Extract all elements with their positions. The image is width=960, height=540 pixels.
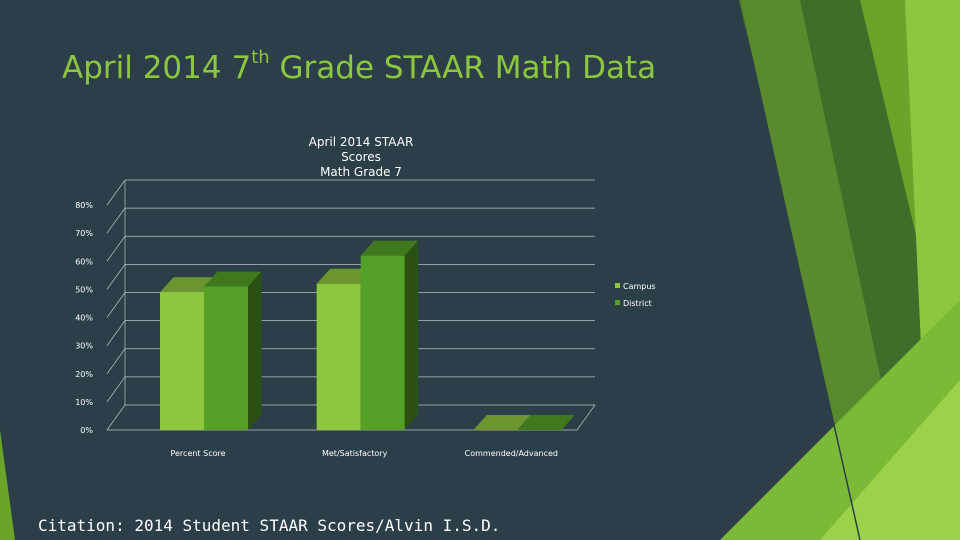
bar-front <box>160 292 204 430</box>
bar-top <box>473 415 531 430</box>
gridline-depth <box>106 179 126 206</box>
bar-side <box>404 240 419 430</box>
bar-district-0 <box>204 271 262 430</box>
chart-bars <box>160 240 575 430</box>
bar-top <box>204 271 262 287</box>
y-tick-label: 60% <box>75 257 93 266</box>
slide-title-main: April 2014 7 <box>62 50 252 86</box>
slide-title: April 2014 7th Grade STAAR Math Data <box>62 46 657 86</box>
bar-top <box>160 277 218 293</box>
chart-title-line: Math Grade 7 <box>320 165 402 179</box>
bar-campus-2 <box>473 415 531 430</box>
gridline-depth <box>106 376 126 403</box>
slide-title-superscript: th <box>251 46 270 68</box>
x-category-label: Commended/Advanced <box>465 449 558 458</box>
bar-district-2 <box>517 415 575 430</box>
y-tick-label: 70% <box>75 229 93 238</box>
chart-title-line: April 2014 STAAR <box>309 135 414 149</box>
x-category-label: Percent Score <box>170 449 225 458</box>
chart-title-line: Scores <box>341 150 381 164</box>
chart-category-labels: Percent Score Met/Satisfactory Commended/A… <box>170 449 558 458</box>
gridline-depth <box>106 404 126 431</box>
y-tick-label: 30% <box>75 342 93 351</box>
bar-top <box>316 268 375 284</box>
y-tick-label: 10% <box>75 398 93 407</box>
gridline-depth <box>106 292 126 318</box>
bar-front <box>316 283 361 430</box>
bar-district-1 <box>360 240 419 430</box>
gridline-depth <box>106 207 126 234</box>
bar-top <box>360 240 419 256</box>
gridline-depth <box>106 264 126 290</box>
y-tick-label: 50% <box>75 285 93 294</box>
bar-front <box>204 286 248 430</box>
bar-top <box>517 415 575 430</box>
x-category-label: Met/Satisfactory <box>322 449 388 458</box>
y-tick-label: 0% <box>80 426 93 435</box>
legend-label: Campus <box>623 282 656 291</box>
gridline-depth <box>106 348 126 374</box>
slide-title-rest: Grade STAAR Math Data <box>269 50 657 86</box>
gridline-depth <box>106 320 126 346</box>
chart-legend: Campus District <box>615 282 656 308</box>
bar-side <box>248 271 262 430</box>
y-tick-label: 80% <box>75 201 93 210</box>
citation-text: Citation: 2014 Student STAAR Scores/Alvi… <box>38 516 501 535</box>
legend-swatch <box>615 283 620 288</box>
y-tick-label: 20% <box>75 370 93 379</box>
legend-label: District <box>623 299 652 308</box>
y-tick-label: 40% <box>75 314 93 323</box>
floor-right-edge <box>576 404 596 431</box>
legend-swatch <box>615 300 620 305</box>
bar-front <box>360 255 405 430</box>
gridline-depth <box>106 236 126 262</box>
